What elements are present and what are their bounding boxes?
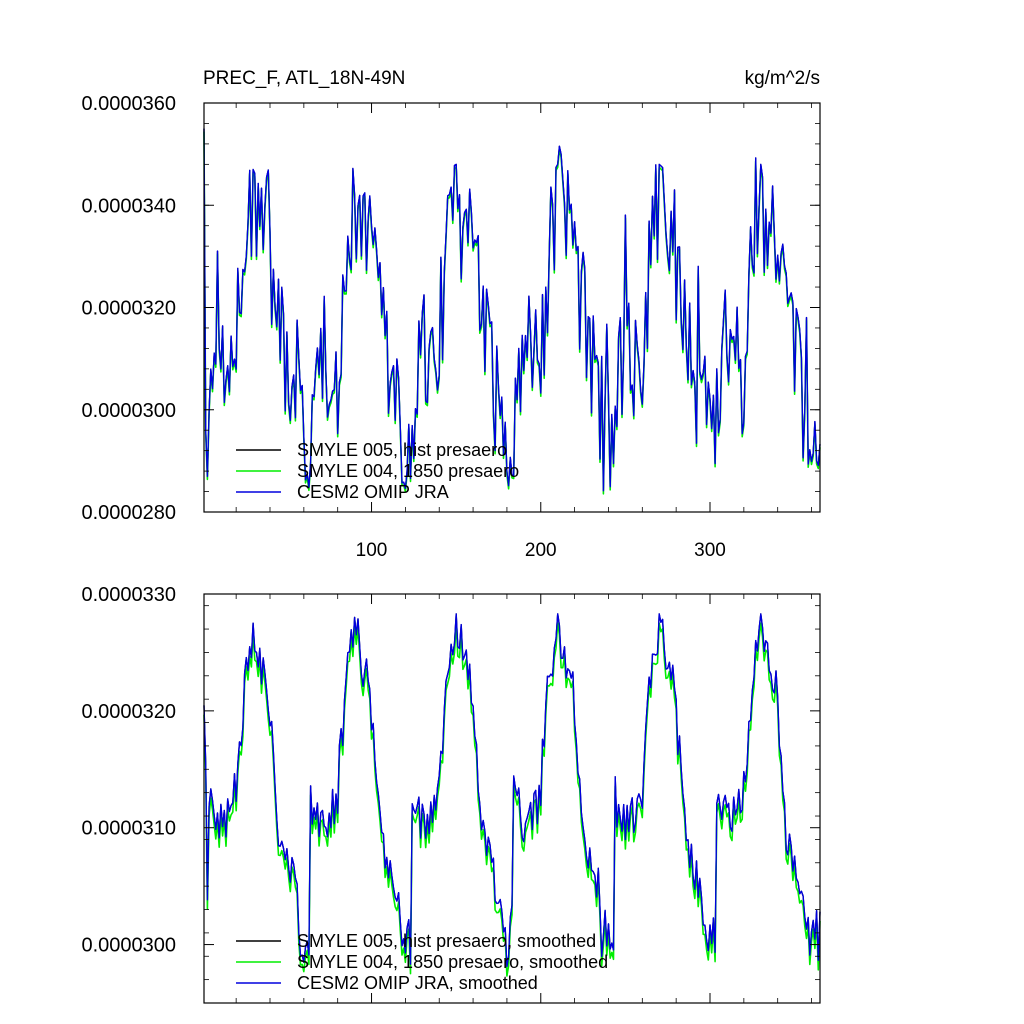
legend-label-jra: CESM2 OMIP JRA [297, 482, 449, 502]
x-tick-label: 100 [356, 540, 388, 561]
y-tick-label: 0.0000330 [81, 584, 176, 606]
y-tick-label: 0.0000340 [81, 195, 176, 217]
y-tick-label: 0.0000320 [81, 701, 176, 723]
y-tick-label: 0.0000320 [81, 298, 176, 320]
series-line-jra [203, 128, 821, 492]
series-line-jra [203, 613, 821, 968]
legend-label-jra: CESM2 OMIP JRA, smoothed [297, 973, 538, 993]
y-tick-label: 0.0000310 [81, 818, 176, 840]
legend-label-presaero1850: SMYLE 004, 1850 presaero [297, 461, 519, 481]
x-tick-label: 200 [525, 540, 557, 561]
plot-frame [203, 593, 821, 1004]
y-tick-label: 0.0000360 [81, 93, 176, 115]
panel-top-daily: 0.0000280 0.0000300 0.0000320 0.0000340 0.00… [81, 93, 821, 561]
legend-label-presaero1850: SMYLE 004, 1850 presaero, smoothed [297, 952, 608, 972]
y-tick-label: 0.0000280 [81, 502, 176, 524]
units-label: kg/m^2/s [745, 68, 820, 89]
legend-label-hist: SMYLE 005, hist presaero, smoothed [297, 931, 596, 951]
y-tick-label: 0.0000300 [81, 400, 176, 422]
legend-label-hist: SMYLE 005, hist presaero [297, 440, 507, 460]
x-tick-label: 300 [694, 540, 726, 561]
chart-title: PREC_F, ATL_18N-49N [203, 68, 405, 89]
y-tick-label: 0.0000300 [81, 935, 176, 957]
panel-bottom-smoothed: 0.0000300 0.0000310 0.0000320 0.0000330 SMYL… [81, 584, 821, 1004]
